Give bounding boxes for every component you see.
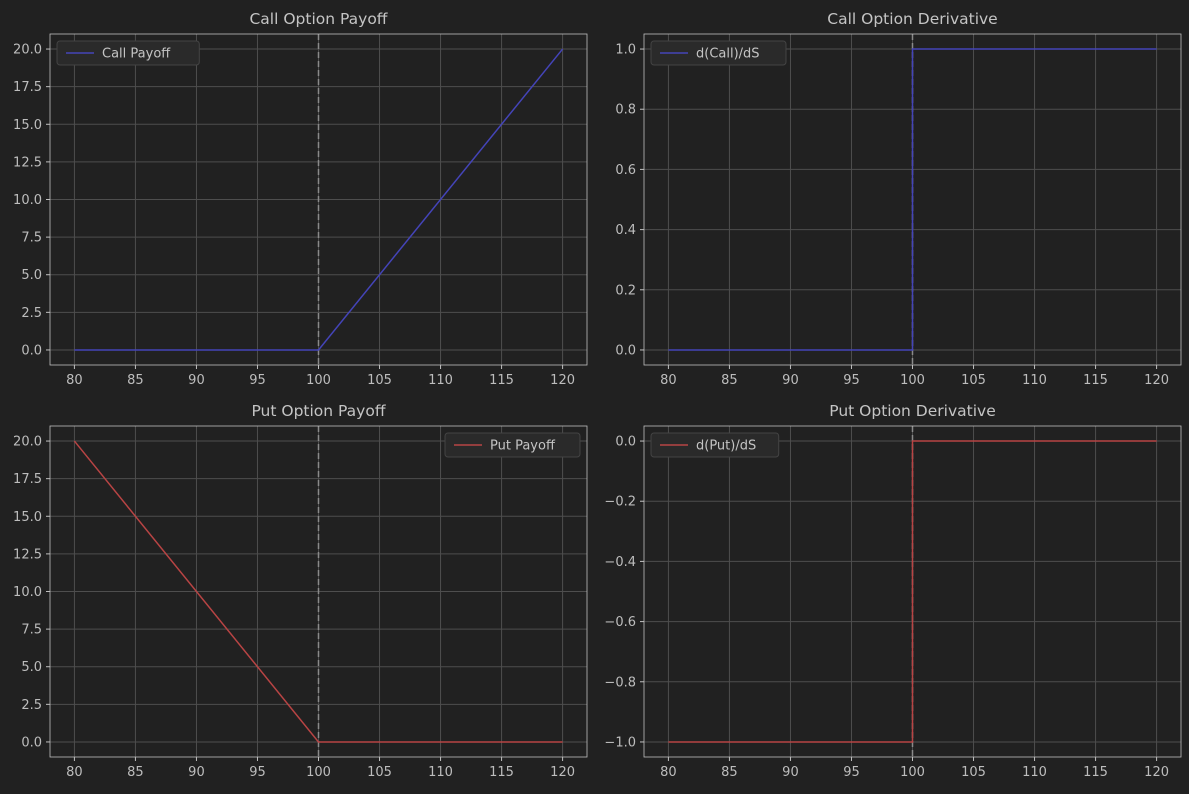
- y-tick-label: −0.6: [604, 615, 636, 630]
- y-tick-label: 1.0: [615, 43, 636, 58]
- x-tick-label: 80: [660, 765, 677, 780]
- legend-box: [650, 40, 787, 66]
- y-tick-label: 0.0: [21, 343, 42, 358]
- x-tick-label: 90: [188, 373, 205, 388]
- x-tick-label: 115: [1083, 373, 1108, 388]
- legend: d(Put)/dS: [650, 432, 780, 458]
- series-line: [668, 440, 1157, 743]
- x-tick-label: 85: [127, 373, 144, 388]
- x-tick-label: 120: [1144, 765, 1169, 780]
- x-tick-label: 85: [721, 373, 738, 388]
- y-tick-label: 2.5: [21, 306, 42, 321]
- legend-box: [444, 432, 581, 458]
- subplot-3: 80 85 90 95 100 105 110 115 120 0.0 2.5 5.0 7.5 10.0 1…: [13, 402, 588, 780]
- x-tick-label: 105: [961, 373, 986, 388]
- y-tick-label: 5.0: [21, 268, 42, 283]
- x-tick-label: 115: [1083, 765, 1108, 780]
- x-tick-label: 95: [843, 765, 860, 780]
- subplot-title: Put Option Payoff: [251, 402, 385, 420]
- x-tick-label: 110: [1022, 765, 1047, 780]
- series-line: [73, 440, 563, 743]
- y-tick-label: 0.4: [615, 223, 636, 238]
- axes-frame: [49, 425, 588, 758]
- y-tick-label: 0.8: [615, 103, 636, 118]
- legend: Call Payoff: [56, 40, 200, 66]
- y-tick-label: 0.6: [615, 163, 636, 178]
- y-tick-label: 0.0: [615, 343, 636, 358]
- x-tick-label: 105: [961, 765, 986, 780]
- y-tick-label: 10.0: [13, 585, 42, 600]
- y-tick-label: 17.5: [13, 472, 42, 487]
- x-tick-label: 80: [66, 765, 83, 780]
- subplot-title: Call Option Derivative: [827, 10, 997, 28]
- y-tick-label: 7.5: [21, 231, 42, 246]
- y-tick-label: 17.5: [13, 80, 42, 95]
- y-tick-label: 2.5: [21, 698, 42, 713]
- legend: d(Call)/dS: [650, 40, 787, 66]
- y-tick-label: 12.5: [13, 547, 42, 562]
- x-tick-label: 90: [782, 765, 799, 780]
- y-tick-label: 7.5: [21, 623, 42, 638]
- y-tick-label: −1.0: [604, 735, 636, 750]
- axes-frame: [643, 425, 1182, 758]
- subplot-4: 80 85 90 95 100 105 110 115 120 −1.0 −0.8 −0.6 −0.4 −…: [604, 402, 1182, 780]
- x-tick-label: 100: [900, 373, 925, 388]
- x-tick-label: 100: [306, 765, 331, 780]
- x-tick-label: 120: [550, 765, 575, 780]
- x-tick-label: 80: [660, 373, 677, 388]
- y-tick-label: −0.8: [604, 675, 636, 690]
- y-tick-label: −0.4: [604, 555, 636, 570]
- x-tick-label: 80: [66, 373, 83, 388]
- x-tick-label: 110: [428, 373, 453, 388]
- x-tick-label: 85: [127, 765, 144, 780]
- legend-box: [56, 40, 200, 66]
- y-tick-label: 20.0: [13, 435, 42, 450]
- x-tick-label: 105: [367, 765, 392, 780]
- x-tick-label: 90: [782, 373, 799, 388]
- x-tick-label: 115: [489, 765, 514, 780]
- x-tick-label: 115: [489, 373, 514, 388]
- subplot-2: 80 85 90 95 100 105 110 115 120 0.0 0.2 0.4 0.6 0.8 1.…: [615, 10, 1182, 388]
- subplot-1: 80 85 90 95 100 105 110 115 120 0.0 2.5 5.0 7.5 10.0 1…: [13, 10, 588, 388]
- subplot-title: Call Option Payoff: [249, 10, 387, 28]
- x-tick-label: 110: [428, 765, 453, 780]
- y-tick-label: 5.0: [21, 660, 42, 675]
- series-line: [74, 48, 564, 351]
- x-tick-label: 90: [188, 765, 205, 780]
- legend-box: [650, 432, 780, 458]
- x-tick-label: 100: [900, 765, 925, 780]
- y-tick-label: −0.2: [604, 495, 636, 510]
- y-tick-label: 0.2: [615, 283, 636, 298]
- y-tick-label: 15.0: [13, 118, 42, 133]
- subplot-title: Put Option Derivative: [829, 402, 995, 420]
- series-line: [668, 48, 1157, 351]
- y-tick-label: 15.0: [13, 510, 42, 525]
- y-tick-label: 20.0: [13, 43, 42, 58]
- legend-label: Call Payoff: [102, 47, 171, 62]
- x-tick-label: 105: [367, 373, 392, 388]
- y-tick-label: 10.0: [13, 193, 42, 208]
- legend-label: Put Payoff: [490, 439, 556, 454]
- x-tick-label: 110: [1022, 373, 1047, 388]
- axes-frame: [49, 33, 588, 366]
- x-tick-label: 95: [249, 373, 266, 388]
- x-tick-label: 120: [1144, 373, 1169, 388]
- x-tick-label: 120: [550, 373, 575, 388]
- x-tick-label: 85: [721, 765, 738, 780]
- axes-frame: [643, 33, 1182, 366]
- y-tick-label: 0.0: [615, 435, 636, 450]
- legend-label: d(Call)/dS: [696, 47, 760, 62]
- legend-label: d(Put)/dS: [696, 439, 756, 454]
- legend: Put Payoff: [444, 432, 581, 458]
- x-tick-label: 95: [249, 765, 266, 780]
- y-tick-label: 12.5: [13, 155, 42, 170]
- x-tick-label: 95: [843, 373, 860, 388]
- y-tick-label: 0.0: [21, 735, 42, 750]
- x-tick-label: 100: [306, 373, 331, 388]
